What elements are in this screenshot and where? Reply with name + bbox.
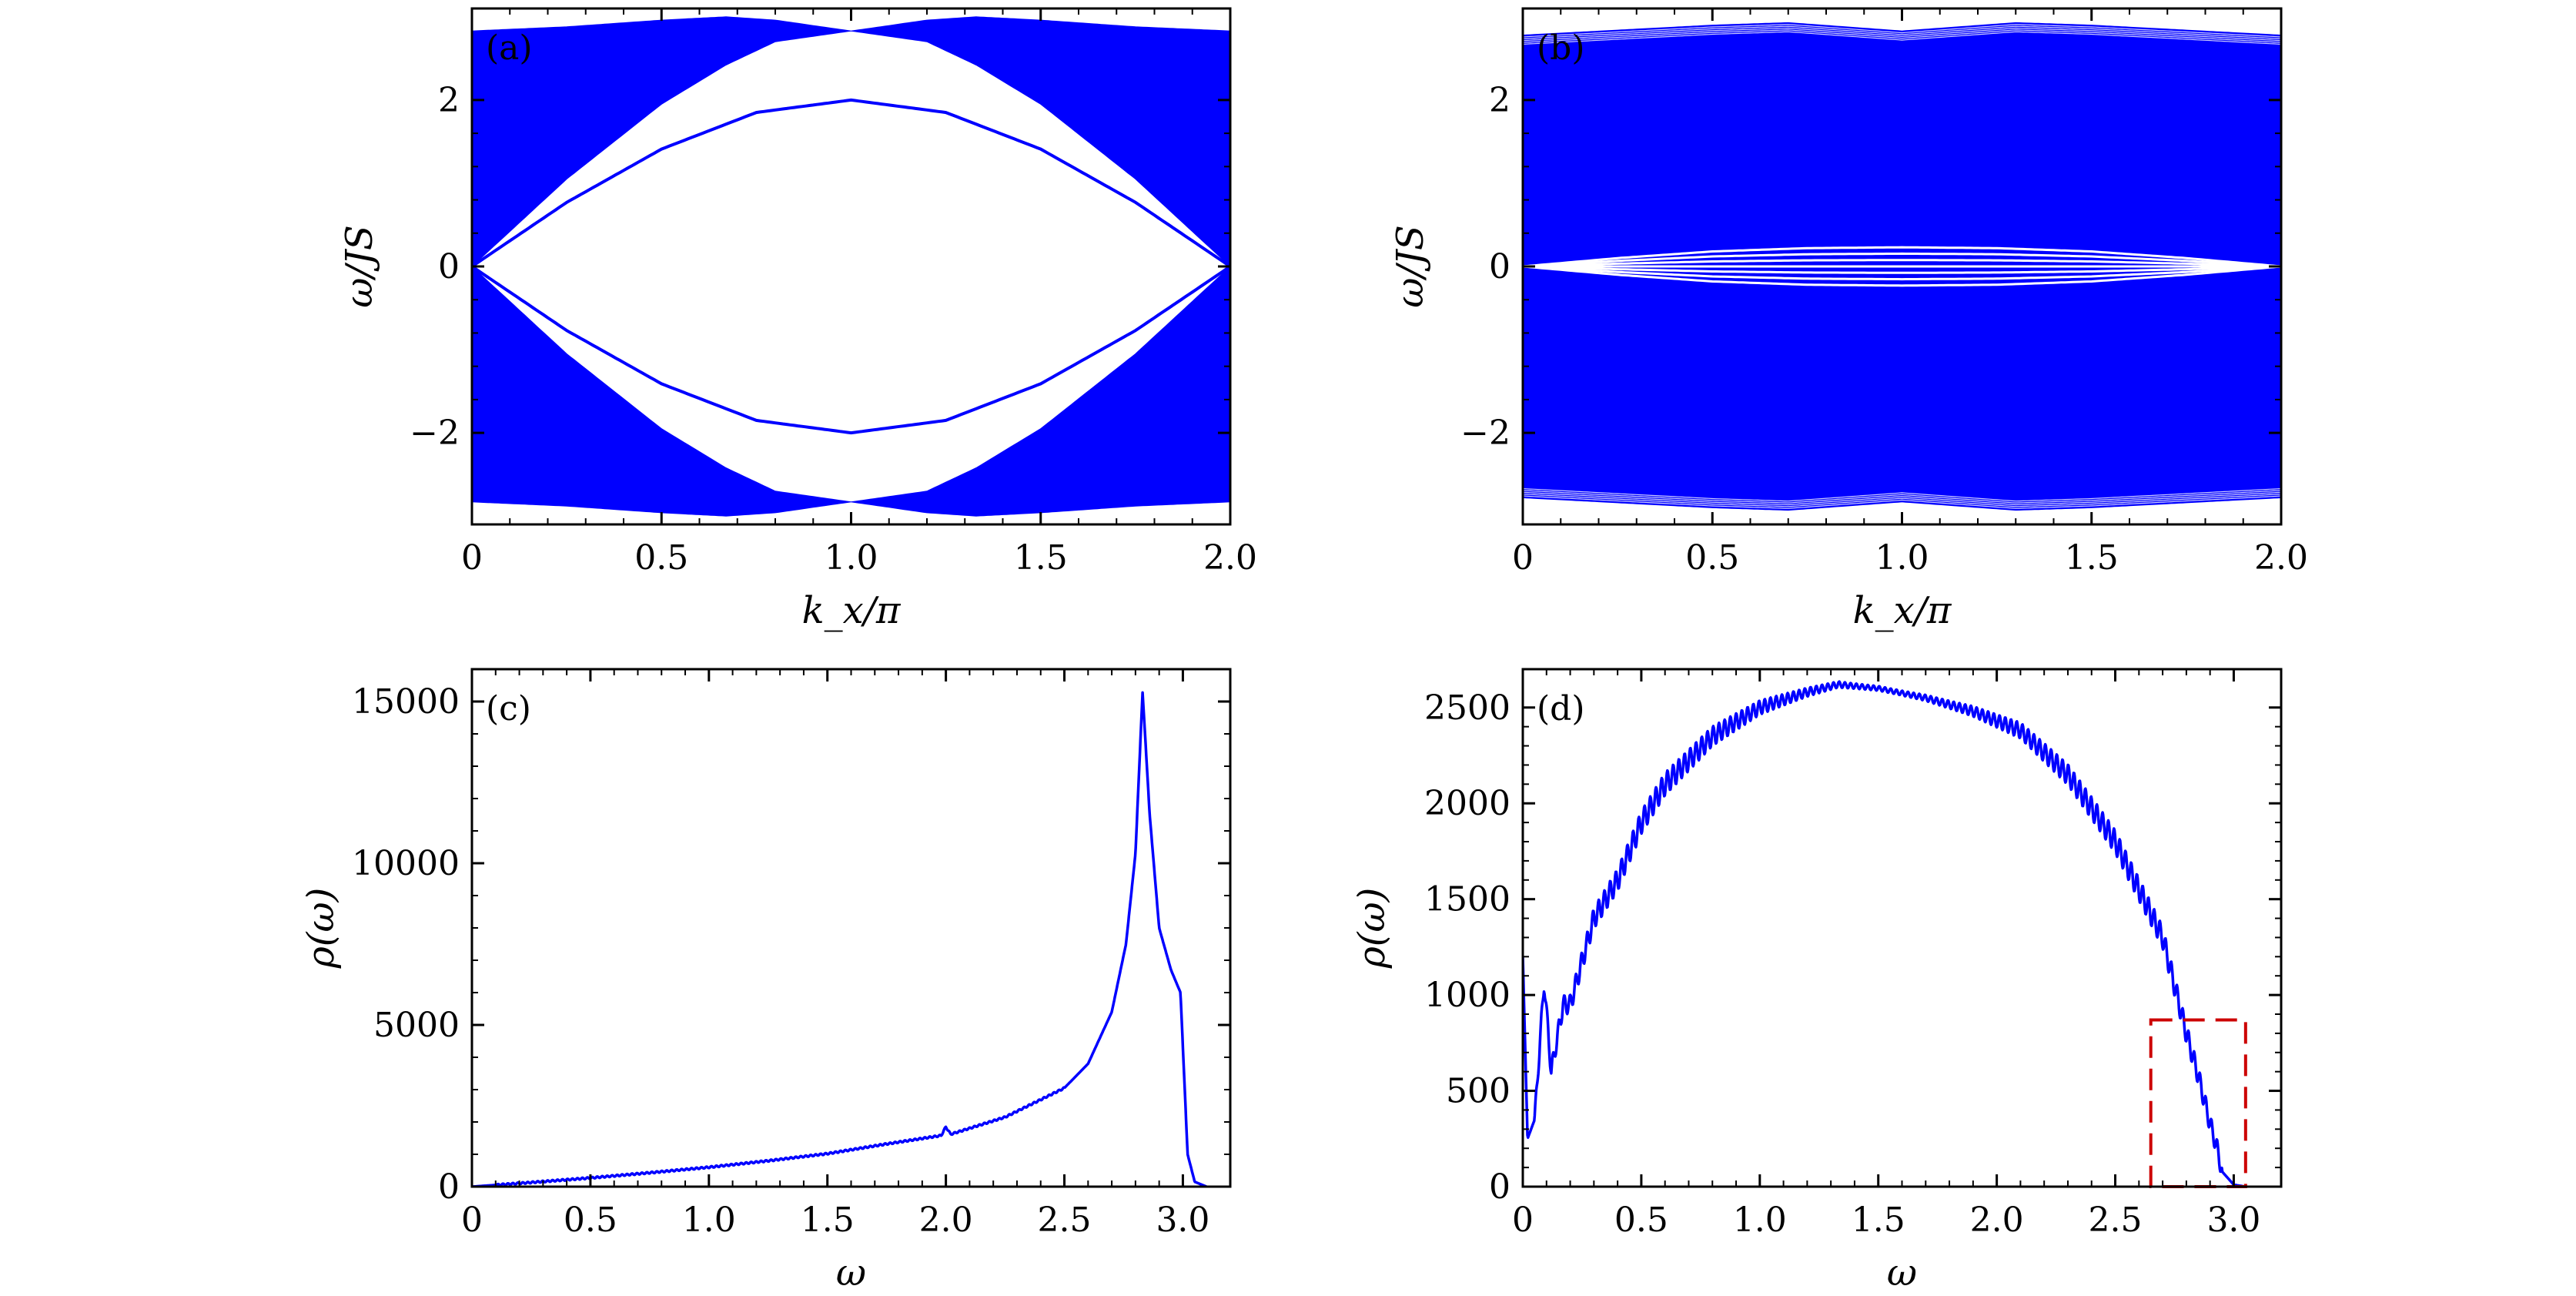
y-tick-label: 5000 bbox=[373, 1006, 460, 1045]
band-region-bulk-band-lower bbox=[472, 266, 1230, 517]
y-tick-label: 1500 bbox=[1424, 880, 1510, 919]
x-tick-label: 1.5 bbox=[1014, 538, 1068, 578]
y-tick-label: 15000 bbox=[352, 682, 460, 722]
y-tick-label: 10000 bbox=[352, 844, 460, 883]
band-fringe-line bbox=[1523, 487, 2281, 502]
band-fringe-line bbox=[1523, 29, 2281, 43]
x-tick-label: 0.5 bbox=[1685, 538, 1739, 578]
gap-line bbox=[1523, 265, 2281, 287]
gap-line bbox=[1523, 259, 2281, 268]
x-tick-label: 0.5 bbox=[1614, 1201, 1668, 1240]
band-fringe-line bbox=[1523, 27, 2281, 42]
band-fringe-line bbox=[1523, 491, 2281, 506]
x-tick-label: 2.0 bbox=[2254, 538, 2308, 578]
x-tick-label: 0 bbox=[461, 538, 483, 578]
x-axis-label: ω bbox=[836, 1251, 866, 1294]
y-axis-label: ρ(ω) bbox=[1350, 888, 1393, 969]
x-tick-label: 1.5 bbox=[1852, 1201, 1905, 1240]
x-tick-label: 1.0 bbox=[825, 538, 878, 578]
y-axis-label: ρ(ω) bbox=[299, 888, 343, 969]
panel-label: (a) bbox=[486, 28, 533, 68]
panel-c: 0 0.5 1.0 1.5 2.0 2.5 3.0 0 5000 10000 15000 (c) ω ρ(… bbox=[299, 668, 1232, 1294]
panel-b: 0 0.5 1.0 1.5 2.0 −2 0 2 (b) k_x/π ω/JS bbox=[1389, 7, 2308, 632]
x-tick-label: 2.0 bbox=[1970, 1201, 2024, 1240]
edge-state-line bbox=[472, 265, 1230, 435]
y-tick-label: 0 bbox=[1489, 247, 1510, 286]
x-tick-label: 0.5 bbox=[564, 1201, 617, 1240]
y-tick-label: 1000 bbox=[1424, 976, 1510, 1015]
y-tick-label: 2000 bbox=[1424, 784, 1510, 823]
plot-area bbox=[472, 691, 1208, 1187]
panel-label: (d) bbox=[1537, 689, 1585, 728]
band-fringe-line bbox=[1523, 31, 2281, 45]
y-tick-label: 0 bbox=[438, 1167, 460, 1207]
x-tick-label: 1.5 bbox=[2065, 538, 2119, 578]
x-axis-label: k_x/π bbox=[802, 589, 902, 632]
x-tick-label: 0.5 bbox=[634, 538, 688, 578]
band-fringe-line bbox=[1523, 24, 2281, 38]
x-tick-label: 2.5 bbox=[1038, 1201, 1092, 1240]
x-tick-label: 3.0 bbox=[2206, 1201, 2260, 1240]
y-tick-label: 0 bbox=[1489, 1167, 1510, 1207]
band-region-bulk-band-upper bbox=[472, 16, 1230, 267]
band-fringe-line bbox=[1523, 25, 2281, 39]
gap-line bbox=[1523, 252, 2281, 268]
x-tick-label: 1.5 bbox=[801, 1201, 855, 1240]
density-line bbox=[1523, 680, 2246, 1187]
x-tick-label: 1.0 bbox=[682, 1201, 736, 1240]
gap-line bbox=[1523, 265, 2281, 274]
panel-label: (b) bbox=[1537, 28, 1585, 68]
highlight-box bbox=[2149, 1018, 2247, 1189]
plot-area bbox=[1523, 22, 2281, 511]
band-fringe-line bbox=[1523, 495, 2281, 509]
gap-line bbox=[1523, 265, 2281, 281]
x-tick-label: 2.5 bbox=[2089, 1201, 2143, 1240]
x-tick-label: 0 bbox=[1512, 1201, 1534, 1240]
band-fringe-line bbox=[1523, 490, 2281, 504]
axes-frame bbox=[470, 668, 1232, 1188]
plot-area bbox=[472, 16, 1230, 517]
x-axis-label: k_x/π bbox=[1853, 589, 1952, 632]
y-tick-label: −2 bbox=[410, 414, 460, 453]
x-tick-label: 2.0 bbox=[919, 1201, 973, 1240]
edge-state-line bbox=[472, 98, 1230, 268]
x-tick-label: 3.0 bbox=[1156, 1201, 1209, 1240]
x-tick-label: 0 bbox=[461, 1201, 483, 1240]
x-tick-label: 2.0 bbox=[1203, 538, 1257, 578]
x-axis-label: ω bbox=[1887, 1251, 1917, 1294]
panel-a: 0 0.5 1.0 1.5 2.0 −2 0 2 (a) k_x/π ω/JS bbox=[338, 7, 1257, 632]
x-tick-label: 1.0 bbox=[1733, 1201, 1787, 1240]
band-fringe-line bbox=[1523, 494, 2281, 507]
y-tick-label: 2 bbox=[1489, 81, 1510, 120]
gap-line bbox=[1523, 246, 2281, 268]
x-tick-label: 1.0 bbox=[1875, 538, 1929, 578]
axes-frame bbox=[1521, 668, 2283, 1188]
density-line bbox=[472, 691, 1208, 1187]
y-tick-label: 2500 bbox=[1424, 688, 1510, 728]
plot-area bbox=[1523, 680, 2246, 1187]
panel-label: (c) bbox=[486, 689, 531, 728]
y-tick-label: 2 bbox=[438, 81, 460, 120]
y-axis-label: ω/JS bbox=[1389, 225, 1432, 307]
y-tick-label: −2 bbox=[1460, 414, 1510, 453]
y-tick-label: 0 bbox=[438, 247, 460, 286]
panel-d: 0 0.5 1.0 1.5 2.0 2.5 3.0 0 500 1000 1500 2000 2500 (… bbox=[1350, 668, 2283, 1294]
y-axis-label: ω/JS bbox=[338, 225, 381, 307]
y-tick-label: 500 bbox=[1446, 1072, 1510, 1111]
x-tick-label: 0 bbox=[1512, 538, 1534, 578]
